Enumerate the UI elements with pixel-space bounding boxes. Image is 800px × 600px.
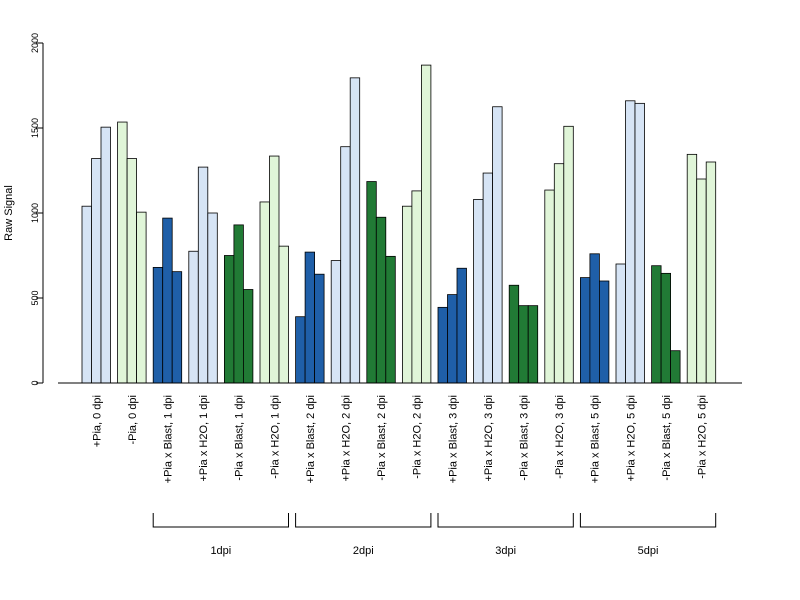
bars-layer [81,64,717,384]
bar [340,146,351,384]
bar [563,125,574,384]
group-brackets: 1dpi 2dpi 3dpi 5dpi [152,513,717,557]
category-label: -Pia x H2O, 3 dpi [554,395,566,479]
bar [162,217,173,384]
category-label: -Pia, 0 dpi [127,395,139,445]
bar [81,205,92,384]
bar [492,106,503,384]
bar [269,155,280,384]
bar [233,224,244,384]
group-label: 2dpi [353,545,374,557]
category-label: +Pia x H2O, 3 dpi [483,395,495,482]
bar [401,205,413,384]
bar [366,181,377,384]
y-axis-title: Raw Signal [3,185,15,241]
bar [615,263,626,384]
bar [589,253,600,384]
category-label: -Pia x Blast, 2 dpi [376,395,388,481]
bar [197,166,209,384]
category-label: -Pia x Blast, 3 dpi [518,395,530,481]
bar [117,121,128,384]
bar [518,305,529,384]
bar [330,260,342,384]
group-bracket [437,513,574,528]
bar [651,265,662,384]
category-label: +Pia x Blast, 5 dpi [590,395,602,483]
bar [375,216,387,384]
bar [625,100,636,384]
bar [634,102,645,384]
bar [152,266,164,384]
bar [544,189,555,384]
bar [456,267,467,384]
bar [437,306,448,384]
category-label: -Pia x Blast, 5 dpi [661,395,673,481]
category-label: +Pia x Blast, 2 dpi [305,395,317,483]
category-label: -Pia x H2O, 1 dpi [269,395,281,479]
bar [349,77,361,384]
bar [482,172,494,384]
bar [126,158,137,384]
bar [314,273,325,384]
category-label: +Pia x Blast, 1 dpi [162,395,174,483]
bar [686,153,698,384]
y-tick-label: 1500 [30,118,40,138]
bar [420,64,432,384]
category-label: -Pia x H2O, 2 dpi [412,395,424,479]
y-tick-label: 500 [30,290,40,305]
bar [242,289,254,384]
bar [91,158,102,384]
bar [696,178,707,384]
bar [580,277,591,384]
bar [259,201,270,384]
group-label: 1dpi [210,545,231,557]
y-tick-label: 2000 [30,33,40,53]
group-bracket [152,513,289,528]
group-label: 3dpi [495,545,516,557]
bar [508,284,520,384]
bar [304,251,316,384]
category-label: -Pia x H2O, 5 dpi [696,395,708,479]
bar [473,198,484,384]
bar [278,245,289,384]
bar [136,211,147,384]
bar [660,272,671,384]
bar [670,350,681,384]
category-label: +Pia x H2O, 1 dpi [198,395,210,482]
category-label: +Pia, 0 dpi [91,395,103,447]
bar [527,305,539,384]
group-bracket [579,513,717,528]
category-label: +Pia x H2O, 5 dpi [625,395,637,482]
bar [705,161,717,384]
category-label: +Pia x Blast, 3 dpi [447,395,459,483]
bar [447,294,458,384]
bar [599,280,610,384]
bar [295,316,306,384]
bar [100,126,111,384]
y-tick-label: 1000 [30,203,40,223]
bar [385,255,396,384]
bar [553,163,565,384]
category-labels: +Pia, 0 dpi -Pia, 0 dpi +Pia x Blast, 1 dp… [91,395,708,483]
group-label: 5dpi [638,545,659,557]
bar [223,255,235,384]
bar [207,212,218,384]
group-bracket [295,513,432,528]
y-tick-label: 0 [30,380,40,385]
bar [188,250,199,384]
category-label: +Pia x H2O, 2 dpi [340,395,352,482]
bar [411,190,422,384]
bar [171,271,183,384]
category-label: -Pia x Blast, 1 dpi [234,395,246,481]
y-axis: 0 500 1000 1500 2000 [30,33,44,386]
